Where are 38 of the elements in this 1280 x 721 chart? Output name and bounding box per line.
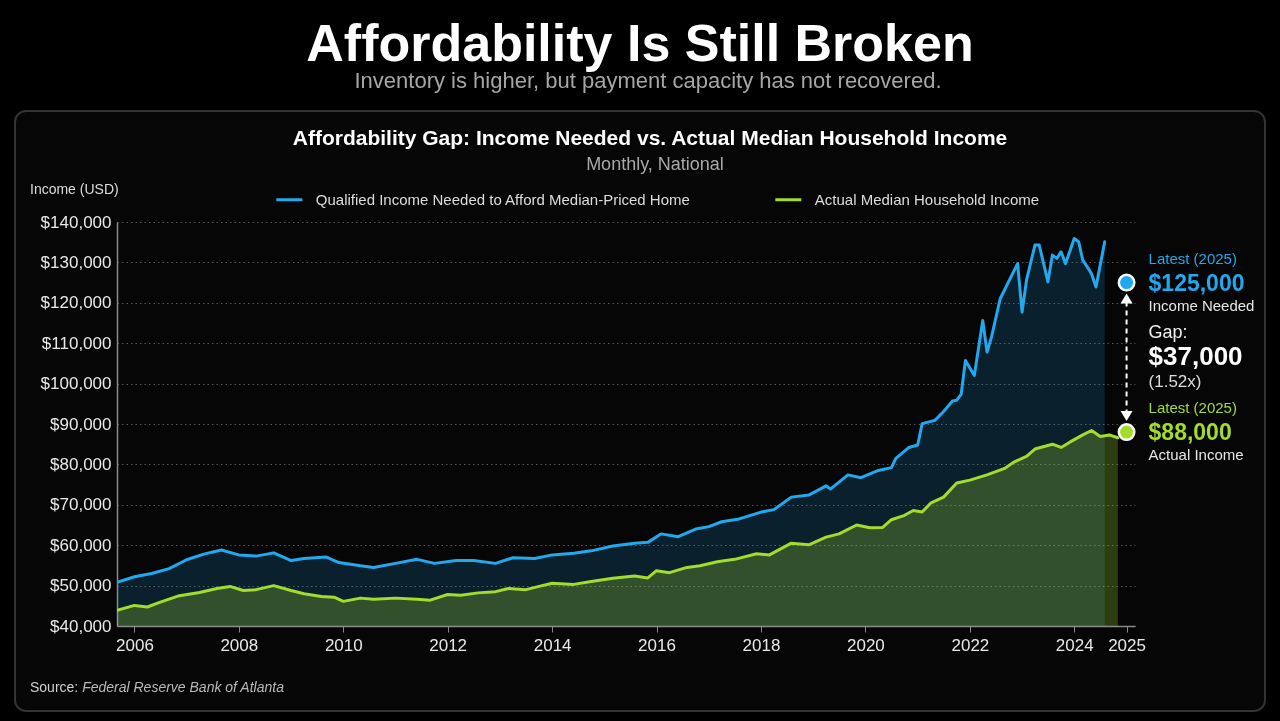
- y-tick-label: $120,000: [40, 293, 112, 313]
- x-tick-label: 2006: [116, 635, 154, 655]
- source-note: Source: Federal Reserve Bank of Atlanta: [30, 679, 284, 695]
- annotation: $125,000: [1148, 269, 1245, 296]
- y-axis-title: Income (USD): [30, 181, 119, 197]
- y-tick-label: $90,000: [50, 414, 112, 434]
- x-tick-label: 2010: [324, 635, 363, 655]
- text: $37,000: [1148, 341, 1243, 372]
- annotation: $88,000: [1148, 419, 1232, 446]
- text: Actual Income: [1148, 446, 1244, 464]
- y-tick-label: $50,000: [50, 576, 112, 596]
- x-tick-label: 2024: [1055, 635, 1094, 655]
- y-tick-label: $80,000: [50, 454, 112, 474]
- text: Latest (2025): [1148, 249, 1237, 267]
- y-tick-label: $110,000: [41, 333, 112, 353]
- y-tick-label: $40,000: [50, 616, 112, 636]
- x-tick-label: 2020: [846, 635, 885, 655]
- legend-label: Actual Median Household Income: [814, 190, 1040, 208]
- y-tick-label: $60,000: [50, 535, 112, 555]
- text: Latest (2025): [1148, 399, 1237, 417]
- x-tick-label: 2016: [638, 635, 676, 655]
- x-tick-label: 2025: [1108, 635, 1146, 655]
- text: Affordability Is Still Broken: [305, 14, 975, 72]
- text: Income Needed: [1148, 296, 1255, 314]
- x-tick-label: 2014: [533, 635, 572, 655]
- y-tick-label: $140,000: [40, 212, 112, 232]
- x-tick-label: 2022: [951, 635, 990, 655]
- y-tick-label: $70,000: [50, 495, 112, 515]
- x-tick-label: 2018: [742, 635, 781, 655]
- chart-title: Affordability Gap: Income Needed vs. Actual Median Household Income: [291, 126, 1009, 150]
- legend-label: Qualified Income Needed to Afford Median-Priced Home: [315, 190, 690, 208]
- x-tick-label: 2012: [429, 635, 468, 655]
- text: Gap:: [1148, 321, 1188, 342]
- x-tick-label: 2008: [220, 635, 259, 655]
- y-tick-label: $130,000: [40, 252, 112, 272]
- chart-subtitle: Monthly, National: [585, 154, 725, 174]
- text: (1.52x): [1148, 372, 1202, 392]
- y-tick-label: $100,000: [40, 374, 112, 394]
